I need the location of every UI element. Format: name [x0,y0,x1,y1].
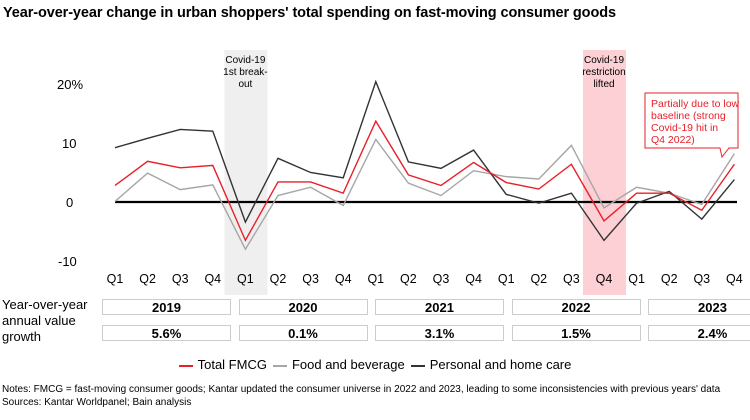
legend-item: Food and beverage [272,357,405,372]
highlight-band [583,50,626,295]
sources: Sources: Kantar Worldpanel; Bain analysi… [2,397,192,408]
legend-swatch [178,364,193,367]
x-tick-label: Q3 [172,272,189,286]
table-growth-cell: 5.6% [102,325,231,341]
x-tick-label: Q4 [465,272,482,286]
table-year-cell: 2023 [648,299,750,315]
annotation-text: Q4 2022) [651,134,695,146]
x-tick-label: Q2 [661,272,678,286]
table-year-cell: 2021 [375,299,504,315]
x-tick-label: Q1 [107,272,124,286]
legend-label: Total FMCG [197,357,267,372]
highlight-band [224,50,268,295]
annotation-text: Covid-19 hit in [651,122,718,134]
x-tick-label: Q3 [433,272,450,286]
x-tick-label: Q4 [726,272,743,286]
highlight-label: lifted [593,79,614,90]
table-growth-cell: 1.5% [511,325,641,341]
y-tick-label: -10 [58,254,77,269]
highlight-label: restriction [582,67,625,78]
annotation-text: Partially due to low [651,98,740,110]
notes: Notes: FMCG = fast-moving consumer goods… [2,384,721,395]
legend-item: Personal and home care [410,357,572,372]
highlight-label: Covid-19 [225,55,265,66]
y-tick-label: 10 [62,136,76,151]
x-tick-label: Q3 [563,272,580,286]
x-tick-label: Q2 [270,272,287,286]
table-year-cell: 2020 [238,299,368,315]
table-year-cell: 2019 [102,299,231,315]
x-tick-label: Q3 [302,272,319,286]
table-year-cell: 2022 [511,299,641,315]
y-tick-label: 20% [57,77,83,92]
annotation-text: baseline (strong [651,110,726,122]
y-tick-label: 0 [66,195,73,210]
x-tick-label: Q1 [237,272,254,286]
table-growth-cell: 3.1% [375,325,504,341]
table-row-label: Year-over-year annual value growth [2,297,88,344]
annotation-callout [644,92,739,159]
legend-swatch [272,364,287,367]
series-line-food-and-beverage [114,138,735,251]
x-tick-label: Q1 [367,272,384,286]
legend-swatch [410,364,425,367]
highlight-label: out [238,79,252,90]
series-line-total-fmcg [114,119,735,242]
x-tick-label: Q4 [596,272,613,286]
x-tick-label: Q1 [498,272,515,286]
legend-item: Total FMCG [178,357,267,372]
x-tick-label: Q2 [530,272,547,286]
table-growth-cell: 2.4% [648,325,750,341]
chart-title: Year-over-year change in urban shoppers'… [3,5,616,21]
x-tick-label: Q4 [335,272,352,286]
x-tick-label: Q4 [204,272,221,286]
legend: Total FMCG Food and beverage Personal and … [0,357,750,372]
series-line-personal-and-home-care [114,79,735,242]
highlight-label: Covid-19 [584,55,624,66]
highlight-label: 1st break- [223,67,267,78]
legend-label: Personal and home care [429,357,572,372]
x-tick-label: Q1 [628,272,645,286]
x-tick-label: Q2 [139,272,156,286]
table-growth-cell: 0.1% [238,325,368,341]
x-tick-label: Q3 [693,272,710,286]
legend-label: Food and beverage [291,357,405,372]
x-tick-label: Q2 [400,272,417,286]
